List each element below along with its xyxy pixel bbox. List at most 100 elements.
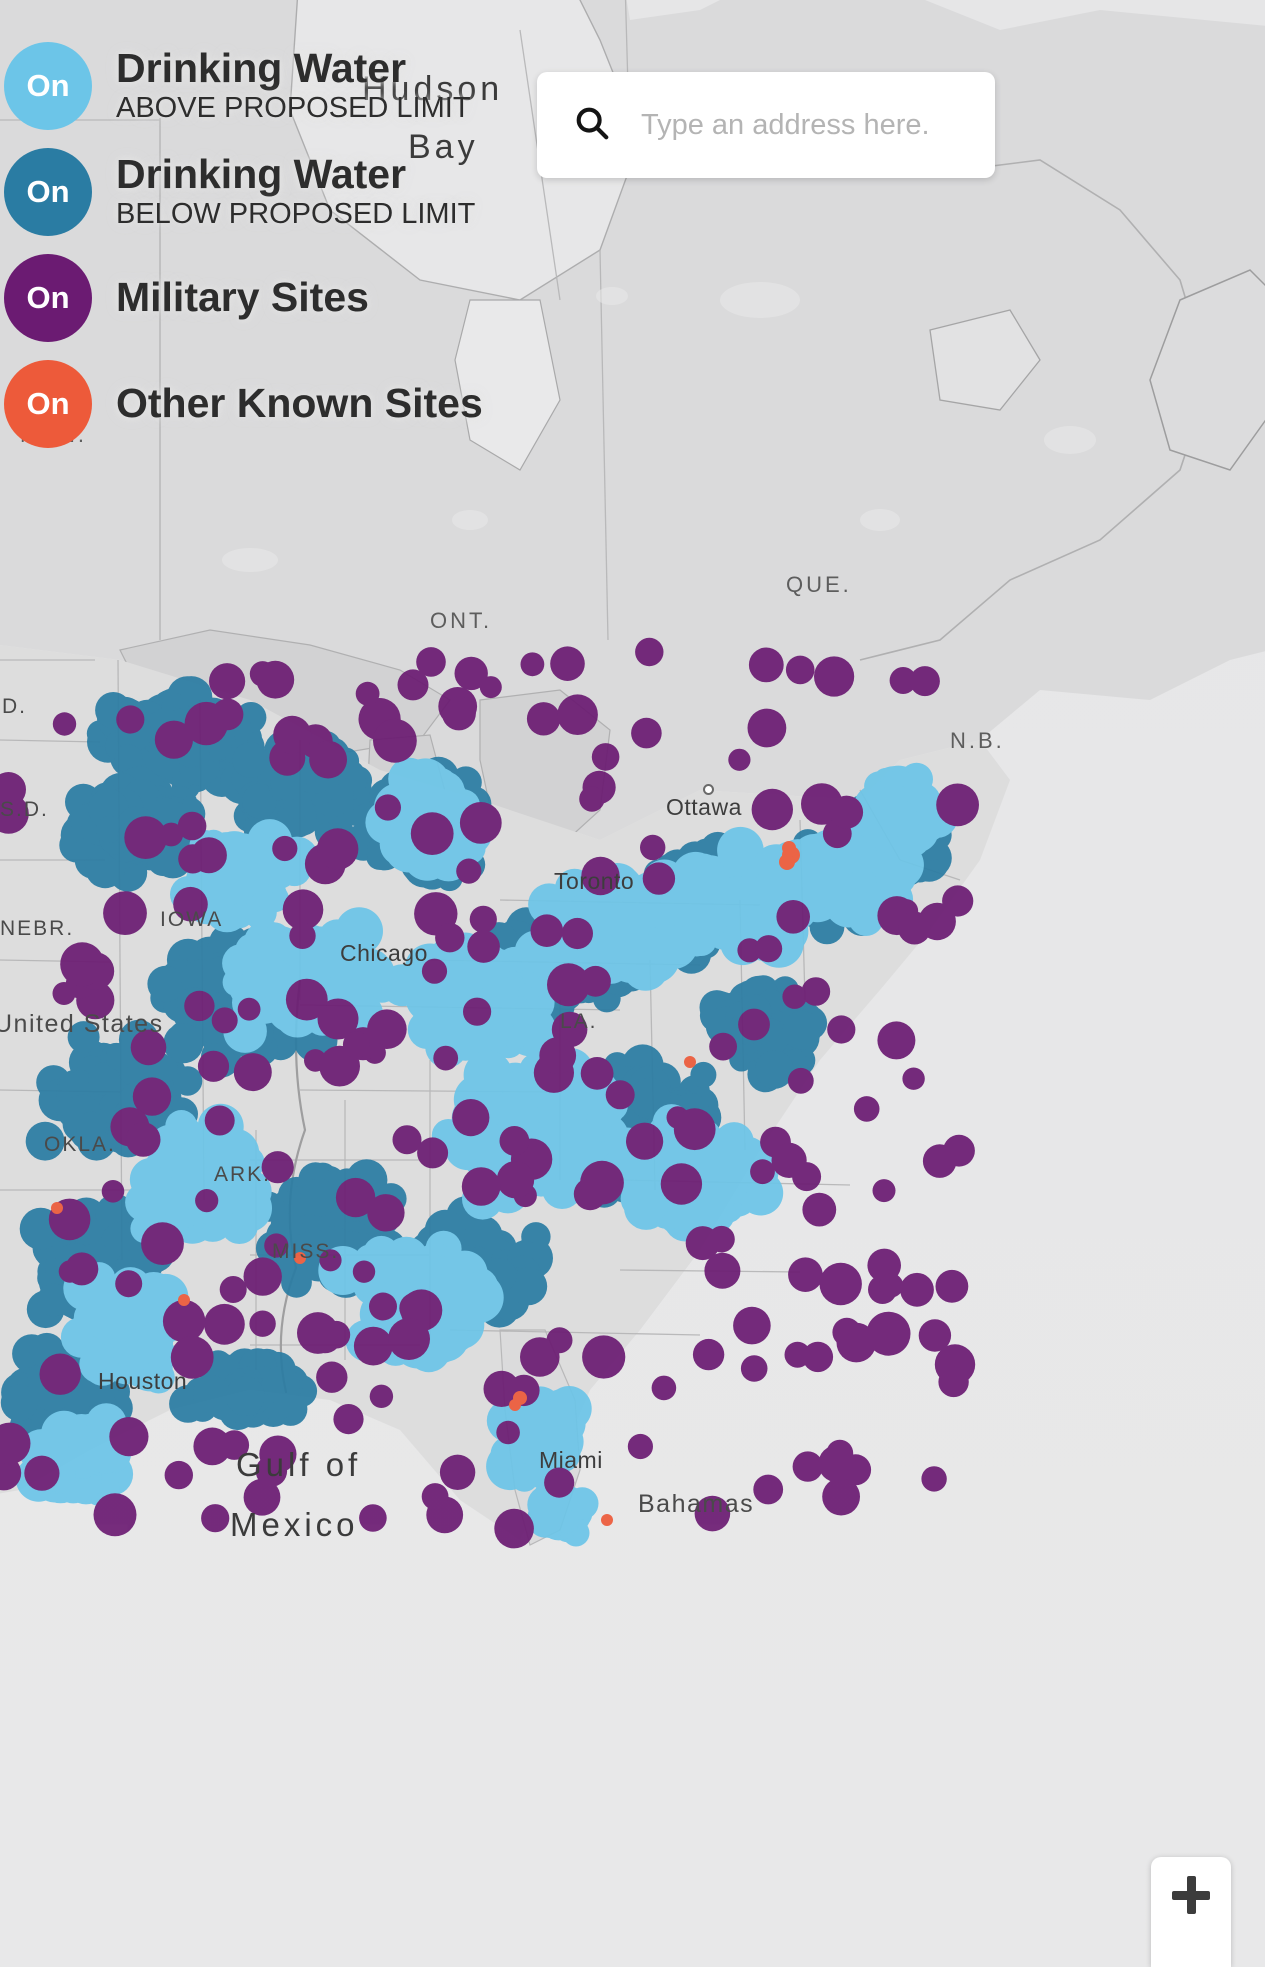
data-point-orange[interactable] bbox=[294, 1252, 306, 1264]
data-point-purple[interactable] bbox=[335, 1177, 376, 1218]
data-point-purple[interactable] bbox=[936, 783, 979, 827]
data-point-steel[interactable] bbox=[509, 1267, 548, 1306]
data-point-purple[interactable] bbox=[750, 1159, 775, 1185]
data-point-purple[interactable] bbox=[388, 1318, 430, 1360]
data-point-steel[interactable] bbox=[232, 742, 269, 778]
data-point-light[interactable] bbox=[219, 860, 252, 893]
data-point-purple[interactable] bbox=[579, 786, 605, 812]
data-point-purple[interactable] bbox=[547, 963, 590, 1007]
data-point-steel[interactable] bbox=[0, 1384, 38, 1422]
data-point-purple[interactable] bbox=[631, 717, 662, 749]
data-point-purple[interactable] bbox=[173, 886, 208, 922]
data-point-steel[interactable] bbox=[76, 1111, 107, 1143]
data-point-purple[interactable] bbox=[456, 858, 482, 884]
data-point-purple[interactable] bbox=[130, 1029, 167, 1066]
data-point-purple[interactable] bbox=[256, 660, 295, 699]
data-point-purple[interactable] bbox=[273, 715, 312, 754]
data-point-purple[interactable] bbox=[392, 1125, 422, 1155]
data-point-purple[interactable] bbox=[792, 1451, 823, 1482]
legend-row-military-sites[interactable]: On Military Sites bbox=[0, 254, 560, 342]
data-point-steel[interactable] bbox=[105, 1043, 133, 1071]
data-point-purple[interactable] bbox=[922, 1144, 957, 1178]
data-point-purple[interactable] bbox=[898, 911, 931, 945]
data-point-purple[interactable] bbox=[219, 1430, 250, 1460]
data-point-purple[interactable] bbox=[580, 1057, 614, 1090]
data-point-orange[interactable] bbox=[779, 854, 795, 870]
toggle-other-known-sites[interactable]: On bbox=[4, 360, 92, 448]
data-point-orange[interactable] bbox=[782, 841, 796, 855]
data-point-purple[interactable] bbox=[164, 1460, 193, 1490]
data-point-purple[interactable] bbox=[605, 1080, 635, 1110]
data-point-purple[interactable] bbox=[802, 1341, 834, 1373]
data-point-purple[interactable] bbox=[561, 917, 594, 950]
data-point-purple[interactable] bbox=[582, 1335, 626, 1379]
data-point-purple[interactable] bbox=[627, 1433, 654, 1460]
data-point-purple[interactable] bbox=[159, 822, 184, 847]
data-point-purple[interactable] bbox=[211, 1007, 238, 1034]
data-point-purple[interactable] bbox=[642, 862, 676, 895]
data-point-purple[interactable] bbox=[581, 856, 620, 896]
data-point-purple[interactable] bbox=[640, 834, 666, 861]
data-point-purple[interactable] bbox=[282, 889, 324, 930]
data-point-purple[interactable] bbox=[784, 1341, 811, 1368]
data-point-purple[interactable] bbox=[289, 922, 316, 949]
data-point-purple[interactable] bbox=[530, 914, 564, 947]
data-point-purple[interactable] bbox=[467, 930, 500, 963]
data-point-purple[interactable] bbox=[421, 958, 448, 984]
data-point-purple[interactable] bbox=[802, 1192, 837, 1227]
data-point-light[interactable] bbox=[542, 1168, 583, 1209]
data-point-light[interactable] bbox=[544, 1120, 591, 1167]
data-point-purple[interactable] bbox=[496, 1420, 520, 1445]
data-point-purple[interactable] bbox=[822, 1477, 860, 1516]
data-point-purple[interactable] bbox=[886, 1320, 911, 1345]
data-point-purple[interactable] bbox=[124, 816, 168, 859]
data-point-purple[interactable] bbox=[237, 997, 261, 1021]
data-point-purple[interactable] bbox=[829, 795, 864, 829]
data-point-purple[interactable] bbox=[787, 1067, 814, 1094]
data-point-purple[interactable] bbox=[309, 740, 347, 779]
data-point-purple[interactable] bbox=[748, 647, 784, 683]
data-point-orange[interactable] bbox=[684, 1056, 696, 1068]
data-point-light[interactable] bbox=[554, 1509, 579, 1534]
data-point-light[interactable] bbox=[875, 855, 917, 897]
search-input[interactable] bbox=[641, 95, 981, 155]
data-point-purple[interactable] bbox=[635, 637, 664, 667]
data-point-purple[interactable] bbox=[889, 667, 917, 694]
data-point-purple[interactable] bbox=[39, 1353, 81, 1395]
data-point-light[interactable] bbox=[497, 1094, 539, 1136]
data-point-purple[interactable] bbox=[261, 1151, 294, 1184]
data-point-purple[interactable] bbox=[459, 802, 502, 844]
data-point-purple[interactable] bbox=[788, 1257, 823, 1292]
data-point-steel[interactable] bbox=[163, 1023, 204, 1064]
zoom-in-button[interactable] bbox=[1151, 1857, 1231, 1967]
data-point-steel[interactable] bbox=[37, 1283, 70, 1317]
data-point-purple[interactable] bbox=[782, 984, 807, 1009]
data-point-purple[interactable] bbox=[673, 1108, 716, 1151]
data-point-purple[interactable] bbox=[417, 1137, 449, 1169]
data-point-steel[interactable] bbox=[225, 1376, 265, 1416]
data-point-purple[interactable] bbox=[435, 923, 465, 953]
data-point-purple[interactable] bbox=[101, 1180, 125, 1203]
data-point-purple[interactable] bbox=[421, 1483, 449, 1510]
data-point-purple[interactable] bbox=[297, 1312, 339, 1354]
data-point-purple[interactable] bbox=[319, 1249, 342, 1272]
data-point-purple[interactable] bbox=[942, 885, 974, 917]
data-point-purple[interactable] bbox=[692, 1338, 725, 1371]
data-point-purple[interactable] bbox=[921, 1466, 947, 1492]
data-point-steel[interactable] bbox=[300, 1178, 339, 1217]
data-point-light[interactable] bbox=[317, 934, 356, 972]
data-point-purple[interactable] bbox=[219, 1276, 247, 1303]
toggle-military-sites[interactable]: On bbox=[4, 254, 92, 342]
data-point-purple[interactable] bbox=[211, 698, 244, 731]
data-point-light[interactable] bbox=[162, 1115, 204, 1156]
data-point-steel[interactable] bbox=[25, 1121, 65, 1161]
data-point-steel[interactable] bbox=[96, 816, 123, 843]
data-point-purple[interactable] bbox=[740, 1355, 768, 1382]
data-point-light[interactable] bbox=[81, 1292, 129, 1340]
legend-row-drinking-water-above[interactable]: On Drinking Water ABOVE PROPOSED LIMIT bbox=[0, 42, 560, 130]
data-point-purple[interactable] bbox=[125, 1122, 161, 1157]
data-point-steel[interactable] bbox=[172, 1066, 203, 1096]
data-point-purple[interactable] bbox=[771, 1142, 807, 1178]
data-point-steel[interactable] bbox=[782, 1010, 822, 1050]
data-point-purple[interactable] bbox=[249, 1310, 276, 1337]
